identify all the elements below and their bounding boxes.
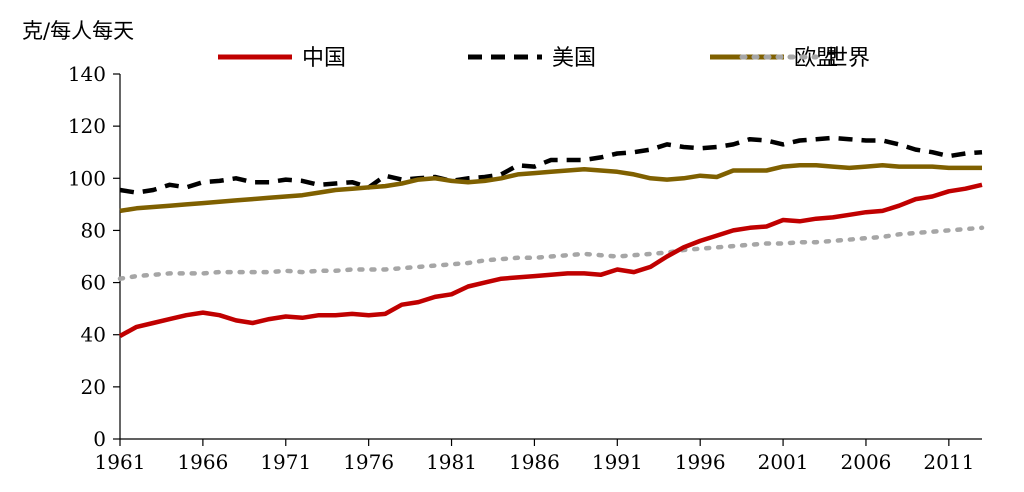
x-axis: 1961 1966 1971 1976 1981 1986 1991 1996 2001 2006… bbox=[95, 438, 982, 474]
x-tick-label: 1986 bbox=[509, 450, 560, 474]
series-line-0 bbox=[118, 182, 983, 338]
y-tick-label: 40 bbox=[81, 323, 106, 347]
x-tick-label: 1976 bbox=[343, 450, 394, 474]
y-tick-label: 100 bbox=[68, 166, 106, 190]
y-tick-label: 80 bbox=[81, 218, 106, 242]
x-tick-label: 1996 bbox=[675, 450, 726, 474]
x-tick-label: 2001 bbox=[758, 450, 809, 474]
series-line-1 bbox=[119, 135, 983, 195]
series-layer bbox=[117, 135, 985, 338]
x-tick-label: 1981 bbox=[426, 450, 477, 474]
x-tick-label: 1991 bbox=[592, 450, 643, 474]
legend: 中国美国欧盟世界 bbox=[218, 46, 870, 71]
x-tick-label: 1971 bbox=[260, 450, 311, 474]
x-tick-label: 1966 bbox=[177, 450, 228, 474]
x-tick-label: 1961 bbox=[95, 450, 146, 474]
series-line-3 bbox=[117, 225, 985, 281]
y-tick-label: 120 bbox=[68, 114, 106, 138]
series-line-2 bbox=[119, 163, 982, 214]
legend-label-3: 世界 bbox=[826, 46, 870, 71]
y-tick-label: 60 bbox=[81, 271, 106, 295]
x-tick-label: 2011 bbox=[923, 450, 974, 474]
legend-label-1: 美国 bbox=[552, 46, 596, 71]
y-tick-label: 0 bbox=[93, 427, 106, 451]
y-axis: 0 20 40 60 80 100 120 140 bbox=[68, 62, 121, 451]
y-axis-label: 克/每人每天 bbox=[22, 19, 134, 43]
y-tick-label: 20 bbox=[81, 375, 106, 399]
y-tick-label: 140 bbox=[68, 62, 106, 86]
x-tick-label: 2006 bbox=[841, 450, 892, 474]
legend-label-0: 中国 bbox=[302, 46, 346, 71]
